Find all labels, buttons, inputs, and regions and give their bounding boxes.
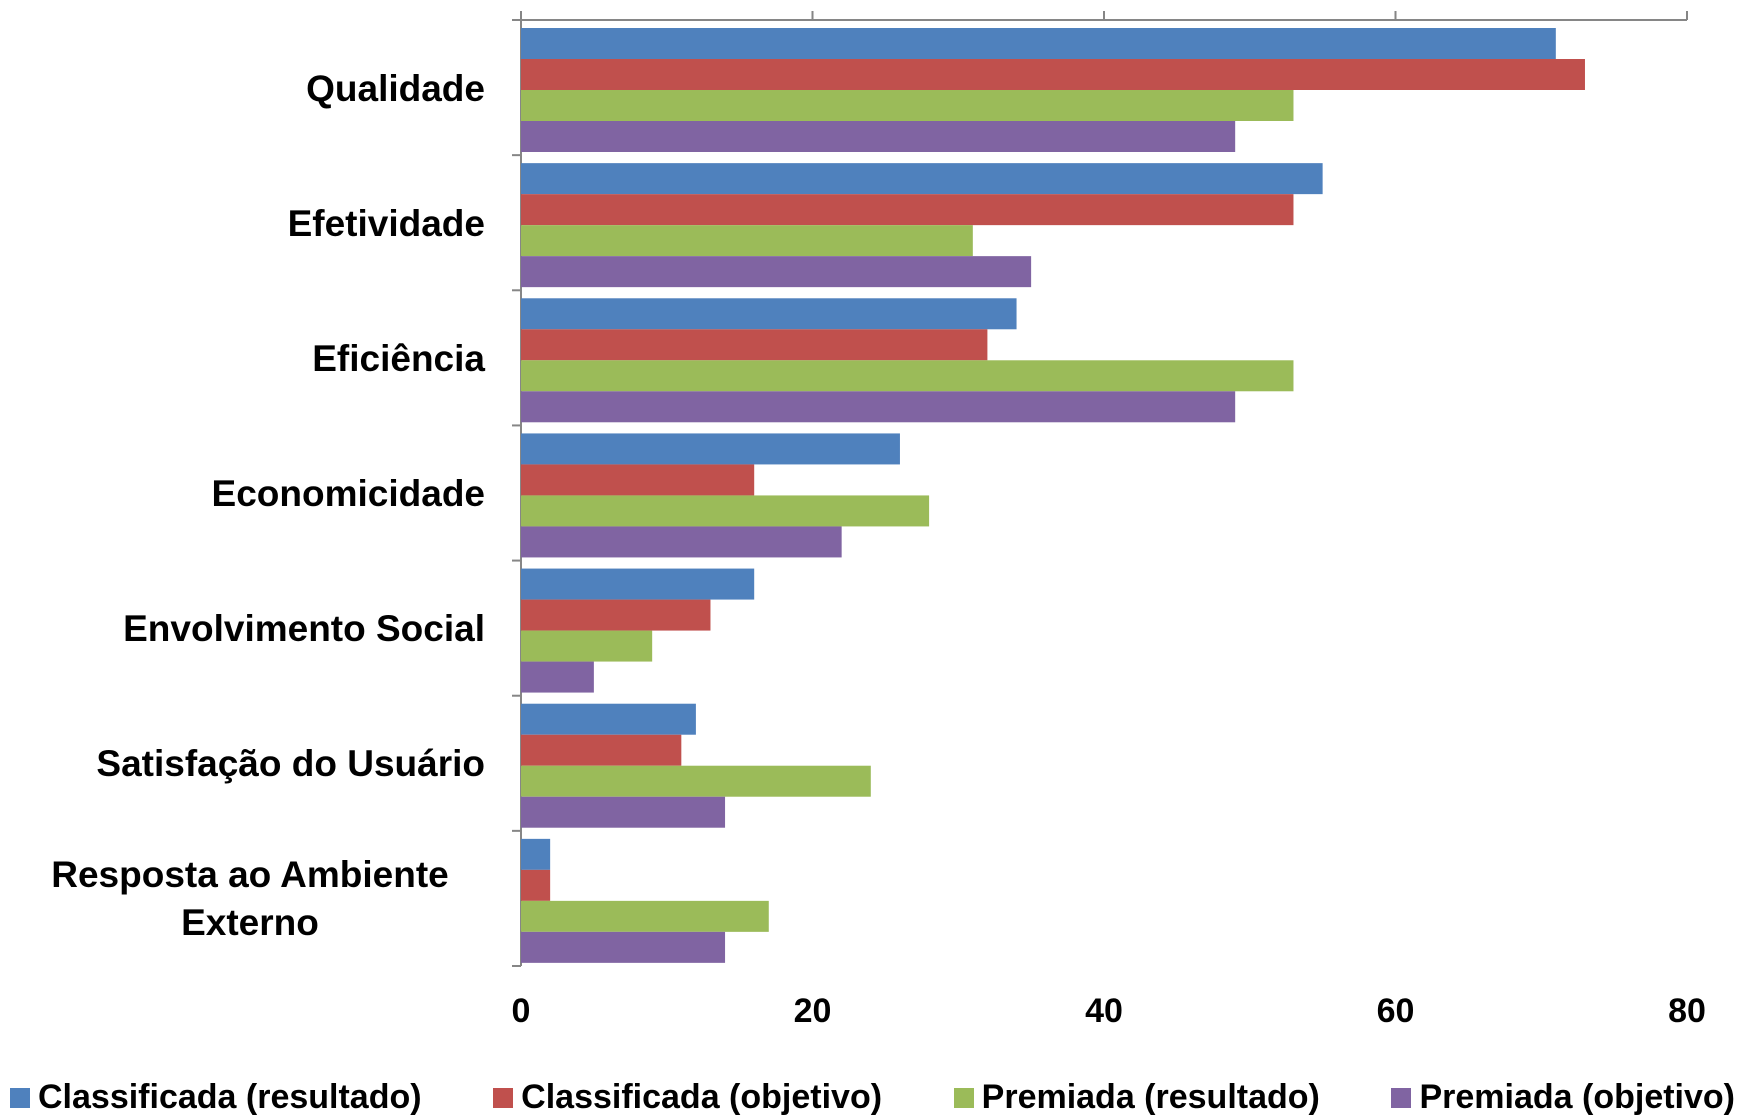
y-tick-label: Satisfação do Usuário xyxy=(96,743,485,785)
bar xyxy=(521,225,973,257)
legend-item: Premiada (objetivo) xyxy=(1391,1078,1735,1117)
bar xyxy=(521,599,711,631)
bar xyxy=(521,526,842,558)
bar xyxy=(521,329,988,361)
bar xyxy=(521,630,653,662)
x-tick-label: 20 xyxy=(794,992,832,1030)
bar xyxy=(521,869,551,901)
legend-item: Classificada (objetivo) xyxy=(493,1078,882,1117)
bar xyxy=(521,900,769,932)
legend-label: Classificada (objetivo) xyxy=(521,1078,883,1116)
legend-swatch xyxy=(493,1087,514,1108)
bar xyxy=(521,194,1294,226)
x-tick-label: 60 xyxy=(1377,992,1415,1030)
legend-swatch xyxy=(1391,1087,1412,1108)
y-tick-label: Resposta ao Ambiente Externo xyxy=(51,854,449,944)
legend-item: Premiada (resultado) xyxy=(953,1078,1320,1117)
y-tick-label: Envolvimento Social xyxy=(123,608,485,650)
bar xyxy=(521,121,1236,152)
y-tick-label: Qualidade xyxy=(306,67,485,109)
legend-label: Premiada (resultado) xyxy=(981,1078,1320,1116)
bar xyxy=(521,661,594,693)
y-tick-label: Efetividade xyxy=(287,202,485,244)
bar xyxy=(521,734,682,766)
bar xyxy=(521,360,1294,392)
legend-label: Classificada (resultado) xyxy=(38,1078,422,1116)
x-tick-label: 40 xyxy=(1085,992,1123,1030)
legend-item: Classificada (resultado) xyxy=(10,1078,422,1117)
y-tick-label: Eficiência xyxy=(312,337,485,379)
bar xyxy=(521,495,930,527)
legend-swatch xyxy=(953,1087,974,1108)
bar xyxy=(521,298,1017,330)
bar xyxy=(521,703,696,735)
bar xyxy=(521,59,1585,90)
legend-label: Premiada (objetivo) xyxy=(1419,1078,1735,1116)
bar xyxy=(521,391,1236,423)
legend-swatch xyxy=(10,1087,30,1108)
bar xyxy=(521,931,726,963)
bar xyxy=(521,433,900,465)
bar xyxy=(521,568,755,600)
legend: Classificada (resultado) Classificada (ob… xyxy=(10,1078,1735,1117)
bar xyxy=(521,838,551,870)
bar xyxy=(521,90,1294,121)
bar xyxy=(521,796,726,828)
bar xyxy=(521,464,755,496)
bar xyxy=(521,163,1323,195)
x-tick-label: 80 xyxy=(1668,992,1706,1030)
bar xyxy=(521,765,871,797)
y-tick-label: Economicidade xyxy=(211,473,485,514)
bar xyxy=(521,28,1556,59)
x-tick-label: 0 xyxy=(512,992,531,1030)
bar xyxy=(521,256,1032,288)
